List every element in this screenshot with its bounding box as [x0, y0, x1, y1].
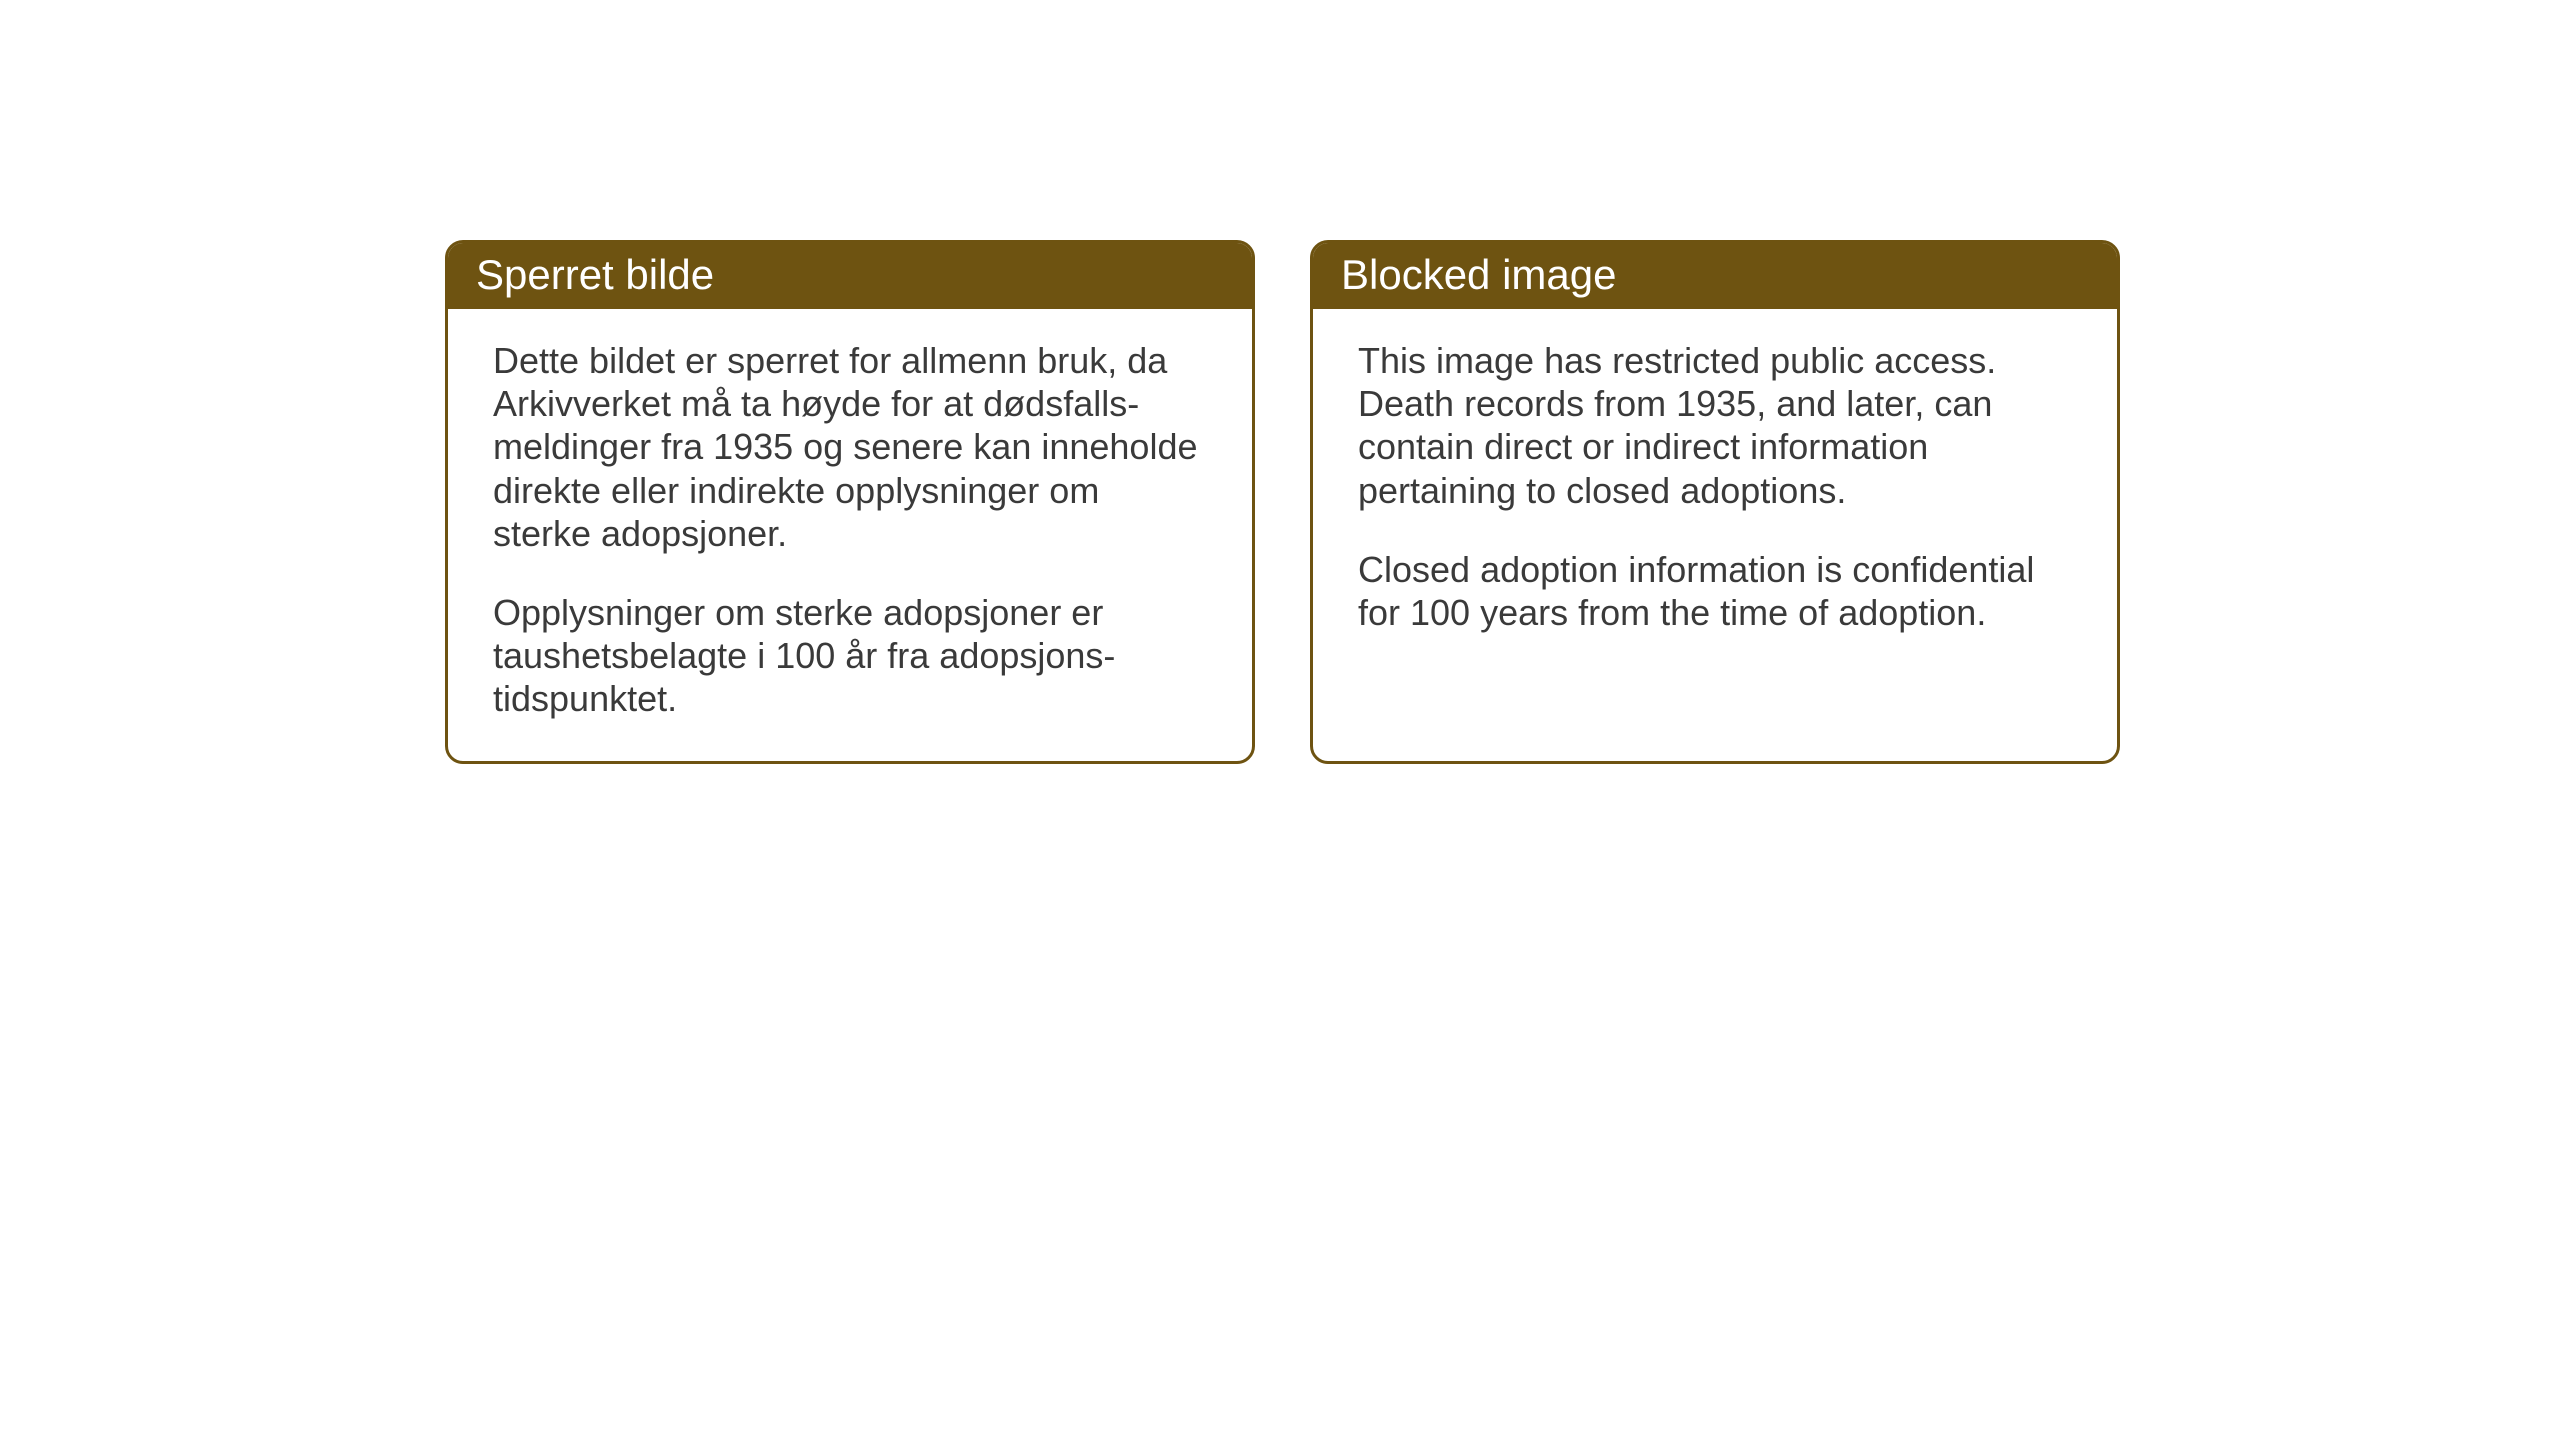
card-header-norwegian: Sperret bilde: [448, 243, 1252, 309]
notice-text-english-p2: Closed adoption information is confident…: [1358, 548, 2072, 634]
card-body-english: This image has restricted public access.…: [1313, 309, 2117, 674]
notice-cards-container: Sperret bilde Dette bildet er sperret fo…: [445, 240, 2120, 764]
notice-text-english-p1: This image has restricted public access.…: [1358, 339, 2072, 512]
notice-card-english: Blocked image This image has restricted …: [1310, 240, 2120, 764]
card-header-english: Blocked image: [1313, 243, 2117, 309]
notice-card-norwegian: Sperret bilde Dette bildet er sperret fo…: [445, 240, 1255, 764]
card-body-norwegian: Dette bildet er sperret for allmenn bruk…: [448, 309, 1252, 761]
notice-text-norwegian-p1: Dette bildet er sperret for allmenn bruk…: [493, 339, 1207, 555]
notice-text-norwegian-p2: Opplysninger om sterke adopsjoner er tau…: [493, 591, 1207, 721]
